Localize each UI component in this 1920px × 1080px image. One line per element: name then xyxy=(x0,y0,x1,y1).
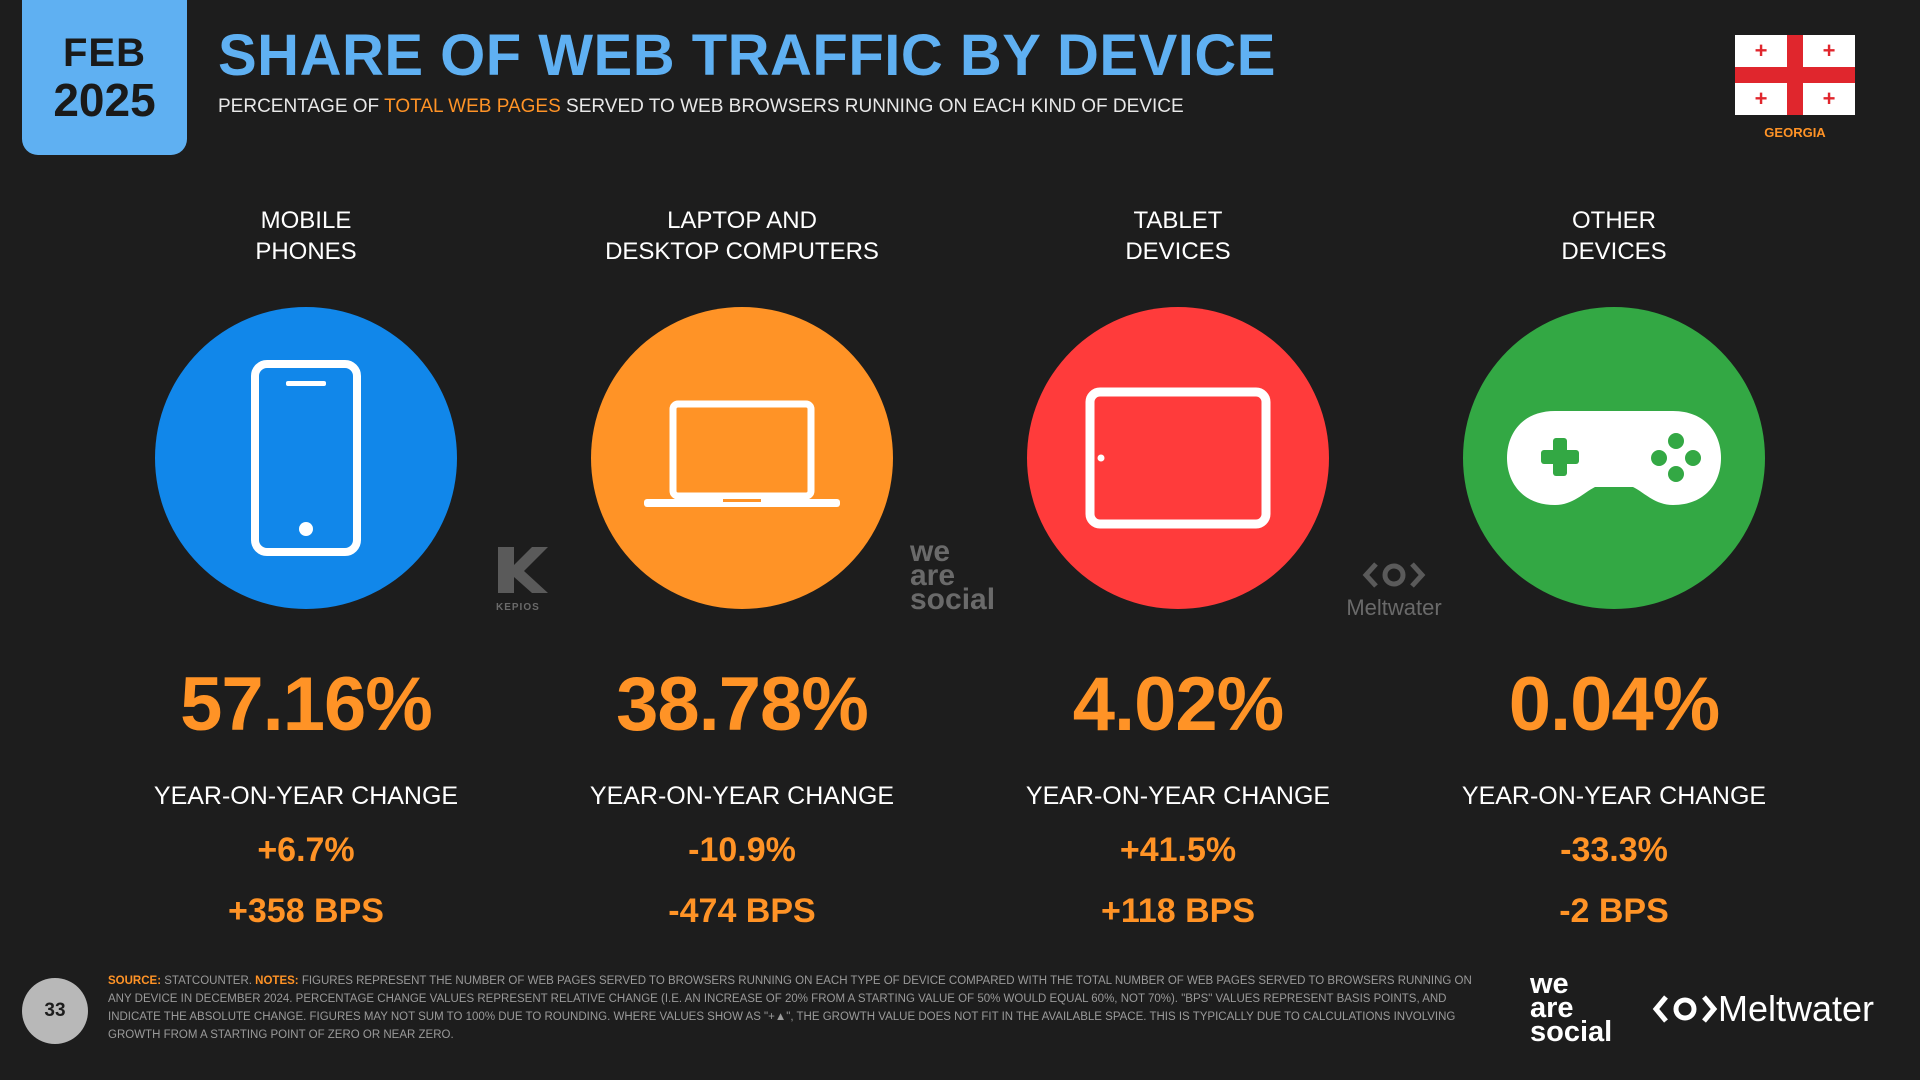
kepios-watermark: KEPIOS xyxy=(496,545,550,613)
country-label: GEORGIA xyxy=(1764,125,1826,140)
yoy-bps: +358 BPS xyxy=(228,892,384,930)
was-watermark-line2: are xyxy=(910,559,956,592)
tablet-icon xyxy=(1027,307,1329,609)
subtitle-post: SERVED TO WEB BROWSERS RUNNING ON EACH K… xyxy=(560,96,1184,117)
device-label: MOBILE PHONES xyxy=(116,205,496,267)
brand-was-line3: social xyxy=(1530,1016,1613,1048)
yoy-label: YEAR-ON-YEAR CHANGE xyxy=(1025,782,1331,810)
yoy-percent: -10.9% xyxy=(688,831,796,869)
device-label-line2: DEVICES xyxy=(1125,238,1231,265)
device-column-tablet: TABLET DEVICES 4.02% YEAR-ON-YEAR CHANGE… xyxy=(988,205,1368,931)
georgia-flag-icon: + + + + xyxy=(1735,35,1855,115)
meltwater-logo-icon xyxy=(1362,562,1426,588)
notes-key: NOTES: xyxy=(255,975,299,987)
kepios-logo-icon xyxy=(498,547,548,593)
share-value: 0.04% xyxy=(1508,662,1721,747)
kepios-watermark-text: KEPIOS xyxy=(496,602,540,613)
notes-text: FIGURES REPRESENT THE NUMBER OF WEB PAGE… xyxy=(108,975,1472,1041)
device-label-line2: DESKTOP COMPUTERS xyxy=(605,238,879,265)
yoy-bps: +118 BPS xyxy=(1100,892,1256,930)
yoy-label: YEAR-ON-YEAR CHANGE xyxy=(1461,782,1767,810)
we-are-social-logo: we are social xyxy=(1530,968,1613,1048)
date-year: 2025 xyxy=(53,73,156,126)
yoy-bps: -474 BPS xyxy=(668,892,816,930)
device-label: OTHER DEVICES xyxy=(1424,205,1804,267)
laptop-icon xyxy=(591,307,893,609)
date-badge: FEB 2025 xyxy=(22,0,187,155)
was-watermark-line1: we xyxy=(910,535,951,568)
device-label-line2: DEVICES xyxy=(1561,238,1667,265)
device-label-line1: MOBILE xyxy=(260,207,352,234)
share-value: 4.02% xyxy=(1072,662,1285,747)
game-controller-icon xyxy=(1463,307,1765,609)
device-label: LAPTOP AND DESKTOP COMPUTERS xyxy=(552,205,932,267)
yoy-bps: -2 BPS xyxy=(1559,892,1669,930)
source-text: STATCOUNTER. xyxy=(161,975,256,987)
device-label: TABLET DEVICES xyxy=(988,205,1368,267)
device-column-mobile: MOBILE PHONES 57.16% YEAR-ON-YEAR CHANGE… xyxy=(116,205,496,931)
meltwater-brand-text: Meltwater xyxy=(1718,988,1875,1029)
meltwater-watermark: Meltwater xyxy=(1334,560,1454,621)
device-label-line1: LAPTOP AND xyxy=(667,207,817,234)
mobile-phone-icon xyxy=(155,307,457,609)
device-label-line1: OTHER xyxy=(1572,207,1656,234)
yoy-percent: +6.7% xyxy=(257,831,355,869)
was-watermark: we are social xyxy=(910,535,996,616)
meltwater-logo: Meltwater xyxy=(1652,988,1874,1030)
device-column-laptop: LAPTOP AND DESKTOP COMPUTERS 38.78% YEAR… xyxy=(552,205,932,931)
share-value: 38.78% xyxy=(616,662,869,747)
subtitle-highlight: TOTAL WEB PAGES xyxy=(384,96,561,117)
page-title: SHARE OF WEB TRAFFIC BY DEVICE xyxy=(218,23,1276,88)
brand-was-line2: are xyxy=(1530,992,1574,1024)
brand-was-line1: we xyxy=(1530,968,1569,1000)
was-watermark-line3: social xyxy=(910,583,996,616)
page-number: 33 xyxy=(22,978,88,1044)
yoy-percent: -33.3% xyxy=(1560,831,1668,869)
device-label-line1: TABLET xyxy=(1133,207,1223,234)
share-value: 57.16% xyxy=(180,662,433,747)
source-key: SOURCE: xyxy=(108,975,162,987)
yoy-label: YEAR-ON-YEAR CHANGE xyxy=(589,782,895,810)
footer-notes: SOURCE: STATCOUNTER. NOTES: FIGURES REPR… xyxy=(108,972,1493,1044)
yoy-label: YEAR-ON-YEAR CHANGE xyxy=(153,782,459,810)
meltwater-watermark-text: Meltwater xyxy=(1346,595,1442,620)
date-month: FEB xyxy=(63,30,146,75)
subtitle-pre: PERCENTAGE OF xyxy=(218,96,385,117)
page-subtitle: PERCENTAGE OF TOTAL WEB PAGES SERVED TO … xyxy=(218,96,1184,118)
meltwater-brand-icon xyxy=(1652,995,1718,1023)
device-column-other: OTHER DEVICES 0.04% YEAR-ON-YEAR CHANGE … xyxy=(1424,205,1804,931)
yoy-percent: +41.5% xyxy=(1119,831,1237,869)
device-label-line2: PHONES xyxy=(255,238,357,265)
